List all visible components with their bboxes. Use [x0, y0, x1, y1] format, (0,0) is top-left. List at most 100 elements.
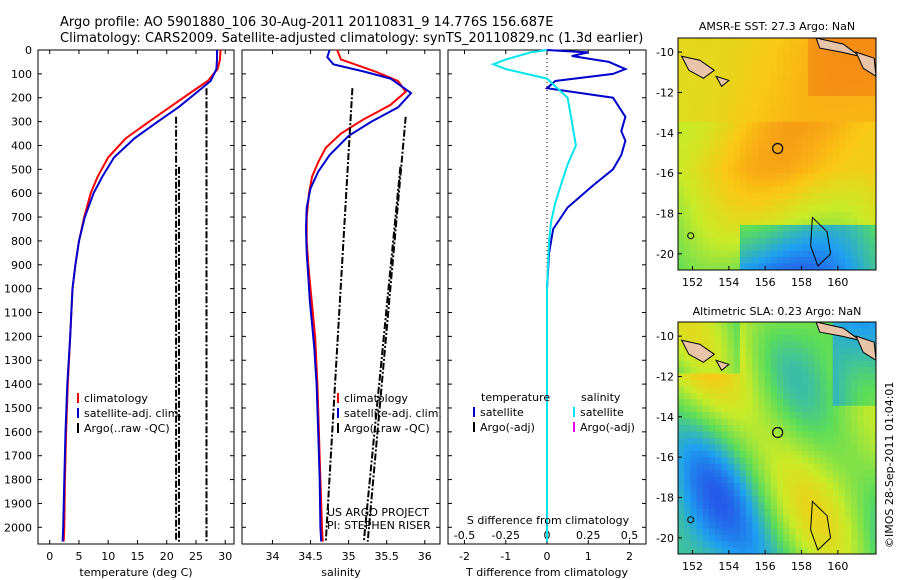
y-tick-label: -10: [656, 330, 674, 343]
map-cell: [739, 405, 747, 413]
map-cell: [807, 173, 815, 181]
map-cell: [814, 373, 821, 381]
map-cell: [820, 70, 827, 78]
map-cell: [820, 63, 827, 71]
map-cell: [721, 431, 728, 439]
map-cell: [869, 489, 877, 497]
map-cell: [770, 457, 778, 465]
map-cell: [801, 386, 809, 394]
map-cell: [764, 367, 772, 374]
map-cell: [838, 541, 846, 548]
map-cell: [826, 205, 834, 213]
map-cell: [820, 57, 827, 65]
map-cell: [851, 399, 858, 407]
map-cell: [752, 237, 759, 245]
map-cell: [807, 134, 815, 142]
map-cell: [814, 115, 821, 123]
map-cell: [795, 328, 803, 336]
map-cell: [678, 328, 685, 336]
map-cell: [783, 147, 790, 155]
map-cell: [777, 76, 784, 84]
map-cell: [814, 83, 821, 90]
map-cell: [863, 44, 871, 52]
map-cell: [764, 231, 772, 239]
map-cell: [758, 386, 766, 394]
map-cell: [721, 63, 728, 71]
pi-annotation: PI: STEPHEN RISER: [327, 519, 431, 532]
map-cell: [807, 354, 815, 362]
map-cell: [739, 250, 747, 258]
map-cell: [857, 431, 865, 439]
map-cell: [832, 534, 840, 542]
map-cell: [715, 380, 722, 387]
map-cell: [863, 322, 871, 329]
map-cell: [690, 89, 697, 97]
map-cell: [752, 405, 759, 413]
map-cell: [807, 121, 815, 129]
map-cell: [845, 96, 852, 103]
map-cell: [838, 173, 846, 181]
argo-position-marker: [772, 426, 784, 439]
map-cell: [869, 392, 877, 400]
map-cell: [789, 50, 796, 58]
map-cell: [789, 44, 796, 52]
map-cell: [777, 134, 784, 142]
map-cell: [851, 360, 858, 368]
map-cell: [727, 399, 735, 407]
map-cell: [838, 502, 846, 510]
map-cell: [708, 489, 716, 497]
map-cell: [832, 115, 840, 123]
argo-profile-line: [366, 116, 407, 542]
map-cell: [801, 360, 809, 368]
map-cell: [863, 192, 871, 200]
map-cell: [678, 541, 685, 548]
map-cell: [770, 212, 778, 219]
map-cell: [702, 186, 710, 194]
map-cell: [801, 263, 809, 271]
map-cell: [721, 108, 728, 116]
map-cell: [845, 438, 852, 445]
map-cell: [708, 392, 716, 400]
map-cell: [770, 134, 778, 142]
map-cell: [814, 257, 821, 264]
map-cell: [684, 76, 691, 84]
map-cell: [783, 63, 790, 71]
map-cell: [721, 347, 728, 355]
map-cell: [690, 134, 697, 142]
map-cell: [869, 470, 877, 478]
map-cell: [832, 192, 840, 200]
map-cell: [795, 147, 803, 155]
map-cell: [678, 399, 685, 407]
map-cell: [715, 63, 722, 71]
legend-label: Argo(-adj): [480, 421, 535, 434]
map-cell: [684, 528, 691, 536]
map-cell: [801, 224, 809, 232]
map-cell: [851, 38, 858, 45]
map-cell: [801, 334, 809, 342]
map-cell: [702, 237, 710, 245]
map-cell: [752, 218, 759, 226]
map-cell: [851, 534, 858, 542]
map-cell: [758, 231, 766, 239]
map-cell: [690, 496, 697, 503]
y-tick-label: -12: [656, 370, 674, 383]
y-tick-label: -16: [656, 167, 674, 180]
map-cell: [783, 334, 790, 342]
map-cell: [801, 96, 809, 103]
map-cell: [708, 250, 716, 258]
map-cell: [746, 192, 753, 200]
map-cell: [727, 173, 735, 181]
legend-label: climatology: [344, 392, 408, 405]
map-cell: [863, 128, 871, 136]
map-cell: [727, 115, 735, 123]
map-cell: [777, 354, 784, 362]
map-cell: [770, 508, 778, 516]
map-cell: [752, 418, 759, 426]
map-cell: [727, 218, 735, 226]
map-cell: [832, 367, 840, 374]
map-cell: [869, 547, 877, 555]
map-cell: [746, 392, 753, 400]
map-cell: [789, 57, 796, 65]
map-cell: [733, 418, 741, 426]
map-cell: [789, 224, 796, 232]
